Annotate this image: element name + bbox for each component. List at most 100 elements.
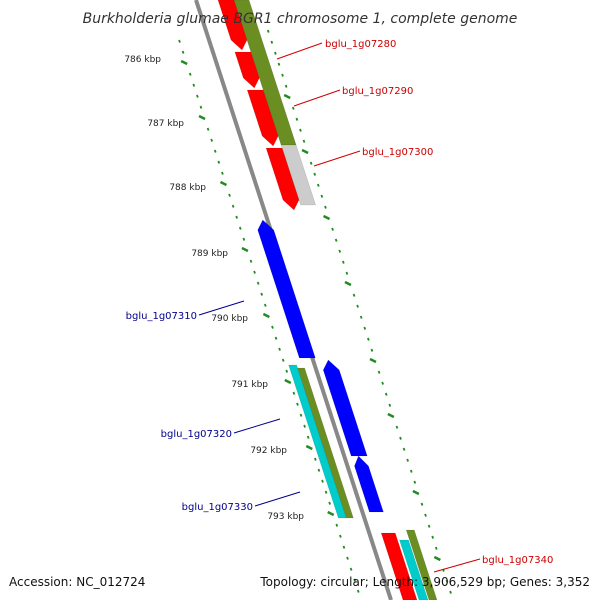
cds-bglu-1g07330	[354, 455, 384, 513]
scale-minor-tick	[238, 226, 242, 230]
scale-minor-tick	[231, 204, 235, 208]
scale-minor-tick	[217, 160, 221, 164]
scale-minor-tick	[228, 193, 231, 197]
scale-minor-tick	[381, 381, 384, 385]
scale-minor-tick	[188, 72, 192, 76]
scale-minor-tick	[413, 480, 417, 484]
scale-minor-tick	[221, 171, 224, 175]
scale-major-tick	[241, 246, 249, 253]
gene-label-bglu-1g07290[interactable]: bglu_1g07290	[342, 86, 413, 97]
cds-bglu-1g07320	[322, 359, 368, 457]
tick-label-791: 791 kbp	[231, 380, 268, 390]
callout-bglu-1g07290	[293, 89, 341, 107]
scale-minor-tick	[299, 128, 302, 132]
scale-minor-tick	[384, 392, 388, 396]
scale-minor-tick	[181, 50, 185, 54]
scale-minor-tick	[406, 458, 410, 462]
scale-minor-tick	[292, 391, 296, 395]
scale-major-tick	[387, 412, 395, 419]
scale-minor-tick	[349, 567, 353, 571]
scale-minor-tick	[399, 436, 402, 440]
scale-major-tick	[433, 555, 441, 562]
scale-minor-tick	[359, 315, 363, 319]
scale-minor-tick	[353, 578, 357, 582]
scale-minor-tick	[309, 161, 313, 165]
scale-minor-tick	[339, 534, 342, 538]
tick-label-786: 786 kbp	[124, 55, 161, 65]
scale-major-tick	[327, 510, 335, 517]
gene-label-bglu-1g07280[interactable]: bglu_1g07280	[325, 39, 396, 50]
scale-major-tick	[344, 280, 352, 287]
scale-minor-tick	[363, 326, 367, 330]
tick-label-793: 793 kbp	[267, 512, 304, 522]
scale-minor-tick	[285, 369, 289, 373]
scale-minor-tick	[367, 337, 370, 341]
scale-major-tick	[369, 357, 377, 364]
scale-minor-tick	[431, 535, 435, 539]
scale-minor-tick	[196, 94, 199, 98]
scale-minor-tick	[352, 293, 356, 297]
scale-major-tick	[180, 59, 188, 66]
tick-label-790: 790 kbp	[211, 314, 248, 324]
accession-text: Accession: NC_012724	[9, 575, 145, 589]
scale-minor-tick	[199, 105, 203, 109]
scale-minor-tick	[356, 589, 360, 593]
scale-minor-tick	[303, 424, 306, 428]
scale-minor-tick	[274, 51, 277, 55]
scale-minor-tick	[277, 62, 281, 66]
scale-minor-tick	[345, 271, 349, 275]
scale-minor-tick	[377, 370, 381, 374]
gene-label-bglu-1g07320[interactable]: bglu_1g07320	[161, 429, 232, 440]
scale-major-tick	[219, 180, 228, 187]
gene-track-segment	[405, 529, 438, 600]
scale-major-tick	[284, 378, 292, 385]
scale-minor-tick	[210, 138, 214, 142]
scale-minor-tick	[424, 513, 427, 517]
scale-minor-tick	[278, 347, 281, 351]
scale-major-tick	[412, 489, 420, 496]
gene-label-bglu-1g07300[interactable]: bglu_1g07300	[362, 147, 433, 158]
scale-major-tick	[262, 312, 270, 319]
scale-major-tick	[198, 114, 206, 121]
scale-minor-tick	[331, 227, 334, 231]
map-title: Burkholderia glumae BGR1 chromosome 1, c…	[83, 11, 518, 27]
gene-callouts	[198, 42, 481, 573]
scale-minor-tick	[316, 183, 320, 187]
scale-minor-tick	[313, 172, 317, 176]
cds-bglu-1g07340	[380, 532, 418, 600]
scale-major-tick	[322, 214, 331, 221]
scale-minor-tick	[270, 40, 274, 44]
scale-minor-tick	[341, 260, 345, 264]
scale-minor-tick	[317, 468, 321, 472]
scale-minor-tick	[324, 205, 327, 209]
scale-minor-tick	[260, 292, 264, 296]
callout-bglu-1g07320	[233, 418, 281, 434]
callout-bglu-1g07280	[276, 42, 323, 60]
scale-minor-tick	[178, 39, 181, 43]
gene-label-bglu-1g07330[interactable]: bglu_1g07330	[182, 502, 253, 513]
scale-minor-tick	[284, 84, 288, 88]
callout-bglu-1g07310	[198, 300, 245, 316]
scale-minor-tick	[249, 259, 253, 263]
scale-minor-tick	[302, 139, 306, 143]
scale-minor-tick	[420, 502, 424, 506]
scale-minor-tick	[299, 413, 303, 417]
scale-minor-tick	[388, 403, 392, 407]
gene-label-bglu-1g07340[interactable]: bglu_1g07340	[482, 555, 553, 566]
scale-minor-tick	[306, 435, 310, 439]
scale-minor-tick	[334, 238, 338, 242]
scale-minor-tick	[296, 402, 299, 406]
scale-minor-tick	[346, 556, 349, 560]
tick-label-787: 787 kbp	[147, 119, 184, 129]
scale-minor-tick	[263, 303, 267, 307]
cds-bglu-1g07280-b	[234, 51, 260, 89]
scale-minor-tick	[427, 524, 431, 528]
scale-major-tick	[305, 444, 313, 451]
scale-minor-tick	[271, 325, 274, 329]
scale-minor-tick	[235, 215, 239, 219]
gene-label-bglu-1g07310[interactable]: bglu_1g07310	[126, 311, 197, 322]
tick-label-788: 788 kbp	[169, 183, 206, 193]
scale-minor-tick	[295, 117, 299, 121]
scale-minor-tick	[266, 29, 270, 33]
